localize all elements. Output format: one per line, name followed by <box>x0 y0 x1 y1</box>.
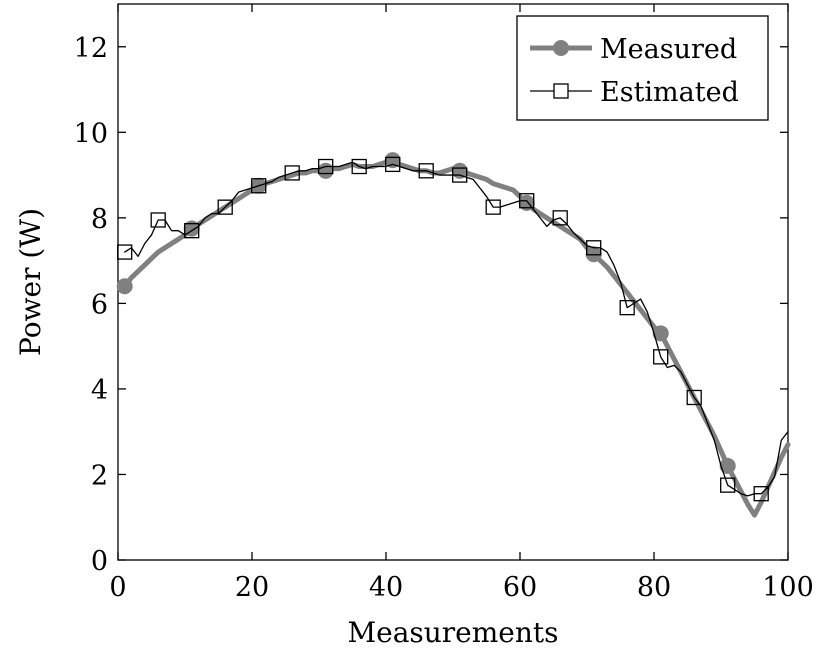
estimated-point-95 <box>753 486 769 502</box>
estimated-point-85 <box>686 389 702 406</box>
estimated-point-40 <box>385 156 401 173</box>
measured-point-90 <box>719 457 736 474</box>
legend-box <box>516 15 769 121</box>
x-tick-label-5: 100 <box>762 572 814 603</box>
estimated-point-10 <box>184 223 200 239</box>
legend-estimated-marker <box>553 83 569 99</box>
y-tick-label-0: 0 <box>91 546 108 577</box>
y-tick-label-2: 4 <box>91 375 108 406</box>
y-axis-title: Power (W) <box>14 208 47 356</box>
estimated-point-20 <box>251 178 267 194</box>
estimated-line <box>124 161 789 497</box>
y-tick-label-3: 6 <box>91 289 108 320</box>
measured-point-80 <box>652 325 669 342</box>
estimated-point-80 <box>653 349 669 365</box>
measured-point-40 <box>384 152 401 169</box>
axis-ticks <box>117 4 789 561</box>
estimated-point-0 <box>117 244 133 260</box>
x-axis-title: Measurements <box>347 616 558 649</box>
legend: Measured Estimated <box>516 15 769 121</box>
estimated-point-5 <box>150 212 166 228</box>
estimated-point-70 <box>586 240 602 256</box>
estimated-point-75 <box>619 300 635 316</box>
x-tick-label-0: 0 <box>109 572 126 603</box>
estimated-point-45 <box>418 163 434 179</box>
estimated-point-90 <box>720 477 736 493</box>
x-tick-label-1: 20 <box>235 572 269 603</box>
series-estimated <box>117 156 789 502</box>
measured-point-30 <box>317 162 334 179</box>
y-tick-label-5: 10 <box>74 118 108 149</box>
estimated-point-15 <box>217 199 233 215</box>
estimated-point-30 <box>318 158 334 175</box>
estimated-point-25 <box>284 165 300 181</box>
estimated-point-55 <box>485 199 501 215</box>
axis-tick-labels: 0 20 40 60 80 100 0 2 4 6 8 10 12 <box>74 33 814 603</box>
legend-estimated-label: Estimated <box>600 77 739 108</box>
estimated-point-50 <box>452 167 468 183</box>
x-tick-label-4: 80 <box>637 572 671 603</box>
y-tick-label-4: 8 <box>91 204 108 235</box>
measured-point-0 <box>116 278 133 295</box>
estimated-point-60 <box>519 193 535 209</box>
series-measured <box>116 152 791 518</box>
y-tick-label-6: 12 <box>74 33 108 64</box>
estimated-point-35 <box>351 158 367 175</box>
measured-line <box>122 157 791 518</box>
legend-measured-marker <box>553 40 569 56</box>
y-tick-label-1: 2 <box>91 460 108 491</box>
x-tick-label-3: 60 <box>503 572 537 603</box>
series-layer <box>116 152 791 518</box>
legend-measured-label: Measured <box>600 34 737 65</box>
x-tick-label-2: 40 <box>369 572 403 603</box>
estimated-point-65 <box>552 210 568 226</box>
